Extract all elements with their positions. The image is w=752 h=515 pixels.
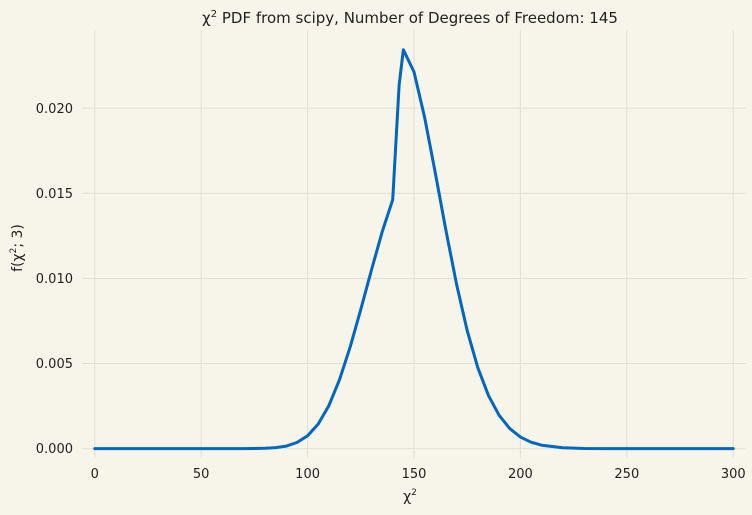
y-tick-label: 0.000	[36, 442, 73, 457]
x-tick-label: 200	[508, 467, 533, 482]
x-axis-label: χ2	[403, 488, 417, 505]
y-tick-label: 0.005	[36, 357, 73, 372]
x-tick-label: 50	[193, 467, 210, 482]
series-line	[93, 48, 735, 451]
x-tick-label: 100	[295, 467, 320, 482]
y-tick-label: 0.015	[36, 187, 73, 202]
x-tick-label: 250	[614, 467, 639, 482]
chart-title: χ2 PDF from scipy, Number of Degrees of …	[202, 9, 618, 27]
y-axis-label-before: f(χ	[10, 253, 26, 271]
y-axis-label-superscript: 2	[9, 248, 19, 254]
y-tick-labels: 0.000 0.005 0.010 0.015 0.020	[36, 102, 73, 457]
chart-title-prefix: χ	[202, 9, 211, 27]
x-tick-labels: 0 50 100 150 200 250 300	[91, 467, 746, 482]
chart-title-rest: PDF from scipy, Number of Degrees of Fre…	[217, 9, 618, 27]
y-axis-label-after: ; 3)	[10, 224, 26, 248]
y-tick-label: 0.020	[36, 102, 73, 117]
x-tick-label: 150	[402, 467, 427, 482]
x-axis-label-superscript: 2	[411, 488, 417, 498]
series-group	[93, 48, 735, 451]
y-axis-label: f(χ2; 3)	[9, 224, 26, 272]
x-tick-label: 0	[91, 467, 99, 482]
chart-title-superscript: 2	[211, 9, 217, 20]
x-tick-label: 300	[721, 467, 746, 482]
y-tick-label: 0.010	[36, 272, 73, 287]
x-axis-label-base: χ	[403, 489, 411, 505]
